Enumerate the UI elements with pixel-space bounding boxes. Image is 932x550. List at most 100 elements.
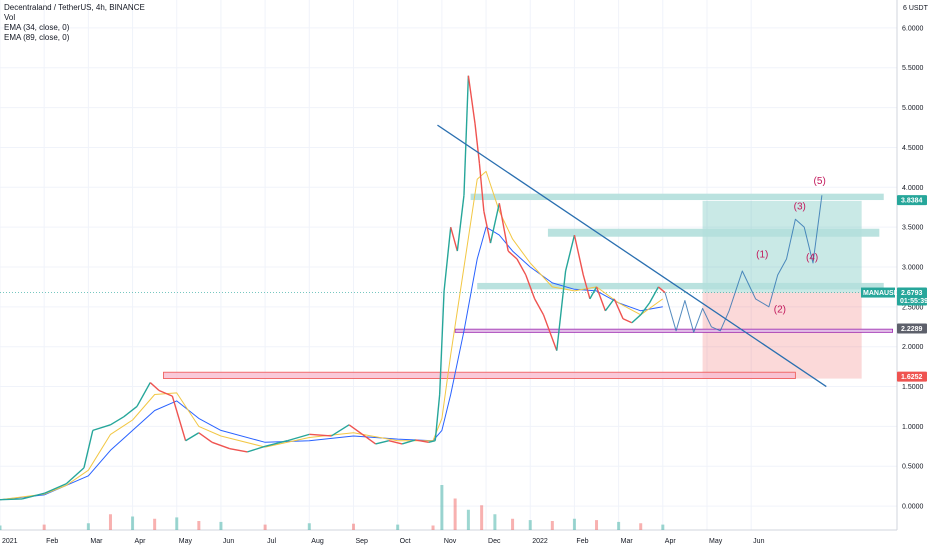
ema-89-line — [0, 226, 663, 501]
y-tick-label: 5.5000 — [902, 65, 924, 72]
price-badge — [897, 287, 927, 306]
price-segment — [136, 382, 151, 407]
price-segment — [92, 424, 111, 432]
y-tick-label: 6.0000 — [902, 25, 924, 32]
volume-bar — [307, 523, 311, 530]
x-tick-label: Nov — [444, 538, 457, 545]
volume-bar — [550, 521, 554, 530]
price-segment — [229, 448, 248, 453]
y-tick-label: 0.5000 — [902, 464, 924, 471]
price-segment — [211, 441, 231, 450]
price-segment — [43, 483, 67, 494]
x-tick-label: Feb — [576, 538, 588, 545]
resistance-zone — [477, 282, 884, 290]
stop-box — [702, 292, 862, 379]
price-badge-value: 3.8384 — [901, 198, 923, 205]
price-segment — [498, 203, 509, 252]
volume-bar — [42, 524, 46, 530]
price-badge-value: 2.6793 — [901, 290, 923, 297]
price-segment — [474, 123, 481, 164]
price-segment — [309, 433, 332, 437]
price-segment — [361, 433, 377, 445]
x-tick-label: May — [179, 538, 193, 545]
price-segment — [613, 298, 624, 320]
price-segment — [434, 394, 441, 441]
price-segment — [0, 498, 23, 501]
y-tick-label: 5.0000 — [902, 105, 924, 112]
volume-bar — [0, 525, 2, 530]
price-badge — [897, 323, 927, 334]
x-tick-label: Jun — [223, 538, 234, 545]
price-segment — [589, 286, 598, 300]
price-badge-value: 1.6252 — [901, 374, 923, 381]
price-segment — [287, 433, 310, 442]
price-segment — [525, 274, 536, 300]
x-tick-label: Aug — [311, 538, 324, 545]
y-tick-label: 3.5000 — [902, 225, 924, 232]
x-tick-label: Feb — [46, 538, 58, 545]
price-segment — [65, 467, 85, 485]
price-segment — [573, 234, 584, 276]
indicator-volume[interactable]: Vol — [4, 13, 16, 22]
x-tick-label: Jul — [267, 538, 276, 545]
x-tick-label: Mar — [621, 538, 634, 545]
y-tick-label: 1.5000 — [902, 384, 924, 391]
volume-bar — [493, 514, 497, 530]
symbol-title: Decentraland / TetherUS, 4h, BINANCE — [4, 3, 145, 12]
price-segment — [198, 432, 213, 443]
y-tick-label: 2.0000 — [902, 344, 924, 351]
x-tick-label: Sep — [355, 538, 368, 545]
y-tick-label: 1.0000 — [902, 424, 924, 431]
target-box — [702, 200, 862, 293]
price-badge-value: 2.2289 — [901, 326, 923, 333]
volume-bar — [153, 518, 157, 530]
resistance-zone — [547, 228, 880, 237]
price-segment — [463, 75, 470, 196]
x-tick-label: Apr — [135, 538, 147, 545]
price-segment — [467, 75, 476, 124]
price-segment — [507, 250, 518, 260]
price-segment — [247, 445, 266, 453]
volume-bar — [219, 521, 223, 530]
volume-bar — [351, 523, 355, 530]
indicator-ema-89[interactable]: EMA (89, close, 0) — [4, 33, 70, 42]
price-badge — [897, 195, 927, 206]
price-segment — [542, 314, 558, 351]
volume-bar — [175, 517, 179, 530]
y-tick-label: 2.5000 — [902, 304, 924, 311]
x-tick-label: Dec — [488, 538, 501, 545]
price-segment — [375, 440, 390, 445]
price-segment — [401, 439, 416, 445]
price-segment — [83, 430, 94, 468]
wave-label: (1) — [756, 249, 768, 260]
wave-label: (3) — [794, 202, 806, 213]
price-segment — [489, 203, 500, 244]
x-tick-label: Mar — [90, 538, 103, 545]
price-segment — [640, 302, 651, 316]
volume-bar — [661, 524, 665, 530]
price-segment — [331, 424, 350, 437]
price-segment — [604, 298, 615, 312]
volume-bar — [511, 518, 515, 530]
y-tick-label: 0.0000 — [902, 504, 924, 511]
y-tick-label: 3.0000 — [902, 264, 924, 271]
x-tick-label: May — [709, 538, 723, 545]
ema-34-line — [0, 170, 664, 501]
price-segment — [348, 424, 363, 435]
price-segment — [456, 195, 465, 252]
y-tick-label: 4.0000 — [902, 185, 924, 192]
volume-bar — [480, 505, 484, 530]
price-segment — [415, 439, 429, 444]
volume-bar — [396, 524, 400, 530]
volume-bar — [440, 485, 444, 530]
support-line-purple — [454, 328, 893, 333]
volume-bar — [528, 520, 532, 530]
indicator-ema-34[interactable]: EMA (34, close, 0) — [4, 23, 70, 32]
price-segment — [516, 258, 527, 276]
price-segment — [388, 440, 403, 445]
descending-trendline — [437, 124, 827, 388]
price-segment — [622, 318, 633, 324]
price-segment — [21, 492, 45, 500]
volume-bar — [431, 525, 435, 530]
